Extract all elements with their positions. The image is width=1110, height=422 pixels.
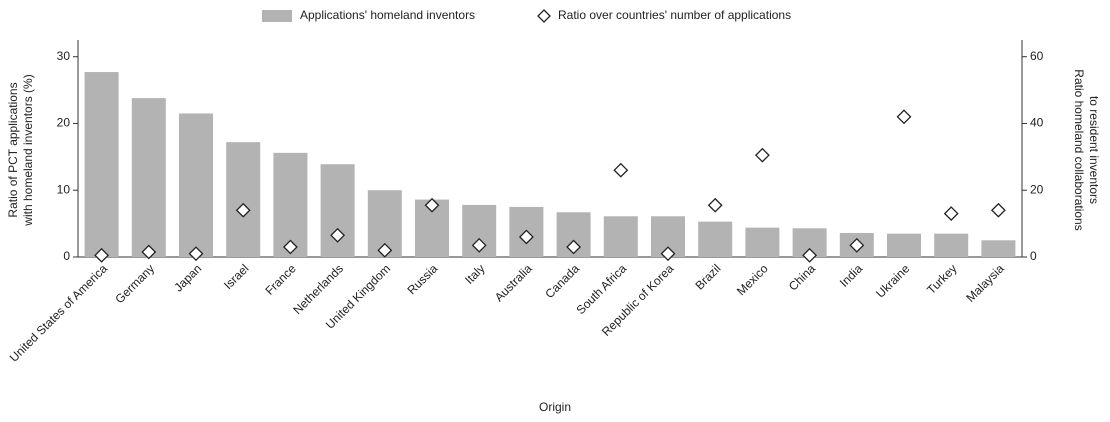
diamond-marker <box>613 162 629 178</box>
legend-label: Applications' homeland inventors <box>300 8 475 22</box>
x-tick-label: India <box>837 261 866 290</box>
diamond-marker <box>94 247 110 263</box>
bar <box>745 227 780 257</box>
y-tick-label: 0 <box>63 249 70 263</box>
diamond-marker <box>754 147 770 163</box>
legend-label: Ratio over countries' number of applicat… <box>558 8 791 22</box>
x-tick-label: Italy <box>462 261 487 286</box>
x-tick-label: Germany <box>112 261 157 306</box>
x-tick-label: Israel <box>221 261 252 292</box>
diamond-marker <box>802 247 818 263</box>
y2-tick-label: 0 <box>1030 249 1037 263</box>
diamond-marker <box>424 197 440 213</box>
bar <box>698 221 733 257</box>
x-tick-label: United States of America <box>7 261 111 365</box>
y2-tick-label: 20 <box>1030 182 1044 196</box>
y2-axis-title: Ratio homeland collaborations <box>1072 69 1086 230</box>
diamond-marker <box>896 109 912 125</box>
y2-tick-label: 60 <box>1030 49 1044 63</box>
x-tick-label: Turkey <box>924 261 960 297</box>
x-tick-label: Malaysia <box>963 261 1007 305</box>
diamond-marker <box>330 227 346 243</box>
x-tick-label: Russia <box>405 261 441 297</box>
diamond-marker <box>707 197 723 213</box>
y-tick-label: 10 <box>57 182 71 196</box>
y-tick-label: 30 <box>57 49 71 63</box>
diamond-marker <box>141 244 157 260</box>
x-tick-label: China <box>786 261 818 293</box>
bar <box>226 142 261 257</box>
x-tick-label: Japan <box>171 261 204 294</box>
x-tick-label: Brazil <box>692 261 723 292</box>
x-tick-label: Canada <box>542 261 582 301</box>
x-tick-label: Ukraine <box>873 261 912 300</box>
bar <box>603 216 638 257</box>
y-axis-title: with homeland inventors (%) <box>21 74 35 226</box>
bar <box>887 233 921 257</box>
y2-tick-label: 40 <box>1030 116 1044 130</box>
diamond-marker <box>235 202 251 218</box>
bar <box>179 113 213 257</box>
y2-axis-title: to resident inventors <box>1087 96 1101 204</box>
diamond-marker <box>849 237 865 253</box>
diamond-marker <box>660 246 676 262</box>
diamond-marker <box>943 206 959 222</box>
bar <box>934 233 969 257</box>
legend: Applications' homeland inventors Ratio o… <box>262 8 791 23</box>
legend-swatch-bar <box>262 10 292 22</box>
bar <box>320 164 355 257</box>
bar <box>131 98 166 257</box>
legend-swatch-diamond <box>537 9 551 23</box>
x-tick-label: Australia <box>492 261 535 304</box>
diamond-marker <box>282 239 298 255</box>
x-tick-label: France <box>262 261 299 298</box>
diamond-marker <box>518 229 534 245</box>
x-axis-title: Origin <box>539 400 571 414</box>
diamond-marker <box>566 239 582 255</box>
x-tick-label: Mexico <box>734 261 771 298</box>
diamond-marker <box>990 202 1006 218</box>
bar <box>981 240 1016 257</box>
y-tick-label: 20 <box>57 116 71 130</box>
diamond-marker <box>377 242 393 258</box>
y-axis-title: Ratio of PCT applications <box>6 82 20 217</box>
diamond-marker <box>188 246 204 262</box>
diamond-marker <box>471 237 487 253</box>
bar <box>84 72 119 258</box>
